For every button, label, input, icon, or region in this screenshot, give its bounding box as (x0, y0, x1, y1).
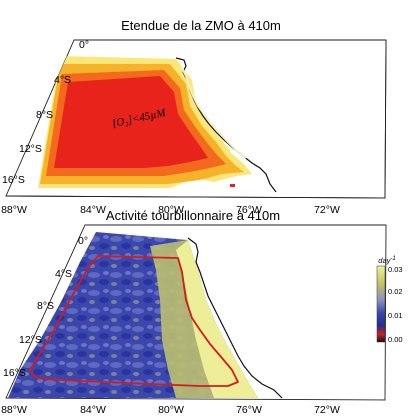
lon-label-1: 84°W (80, 204, 106, 216)
colorbar-tick-3: 0.00 (388, 335, 403, 344)
bottom-lon-label-4: 72°W (314, 404, 340, 416)
zmo-core-zone (54, 76, 208, 168)
colorbar-unit-base: day (378, 256, 391, 265)
bottom-lat-label-1: 4°S (55, 268, 72, 280)
bottom-panel-title: Activité tourbillonnaire à 410m (106, 208, 280, 223)
lon-label-3: 76°W (236, 204, 262, 216)
zmo-contour-red (29, 255, 239, 387)
colorbar-unit-exponent: -1 (390, 256, 395, 262)
bottom-lon-label-3: 76°W (236, 404, 262, 416)
bottom-lon-label-1: 84°W (80, 404, 106, 416)
colorbar-unit: day-1 (378, 256, 395, 265)
eddy-coastal-band-high (176, 240, 258, 398)
top-lat-label-4: 16°S (2, 174, 25, 186)
zmo-small-patch (230, 184, 235, 187)
lon-axis-line (5, 195, 386, 199)
lon-label-2: 80°W (158, 204, 184, 216)
colorbar-tick-2: 0.01 (388, 311, 403, 320)
bottom-lat-label-2: 8°S (37, 300, 54, 312)
bottom-coastline (187, 237, 283, 399)
bottom-lon-label-0: 88°W (1, 404, 27, 416)
colorbar: day-1 0.03 0.02 0.01 0.00 (376, 256, 403, 344)
top-panel-side-edge (384, 39, 387, 199)
colorbar-tick-0: 0.03 (388, 265, 403, 274)
bottom-lat-label-4: 16°S (3, 367, 26, 379)
top-lat-label-2: 8°S (36, 109, 53, 121)
top-coastline-inner (180, 65, 247, 159)
top-lat-label-1: 4°S (54, 74, 71, 86)
colorbar-gradient (376, 265, 386, 343)
top-lat-label-0: 0° (79, 39, 89, 51)
lon-label-4: 72°W (314, 204, 340, 216)
bottom-lon-label-2: 80°W (158, 404, 184, 416)
bottom-panel: Activité tourbillonnaire à 410m 0° 4°S 8… (3, 208, 387, 401)
colorbar-tick-1: 0.02 (388, 287, 403, 296)
bottom-lat-label-0: 0° (78, 235, 88, 247)
longitude-axis: 88°W 84°W 80°W 76°W 72°W (1, 195, 386, 216)
bottom-lat-label-3: 12°S (19, 334, 42, 346)
lon-label-0: 88°W (1, 204, 27, 216)
top-panel-title: Etendue de la ZMO à 410m (121, 18, 281, 33)
top-panel: Etendue de la ZMO à 410m [O₂]<45µM 0° 4°… (2, 18, 387, 199)
top-lat-label-3: 12°S (19, 143, 42, 155)
bottom-longitude-axis: 88°W 84°W 80°W 76°W 72°W (1, 404, 340, 416)
